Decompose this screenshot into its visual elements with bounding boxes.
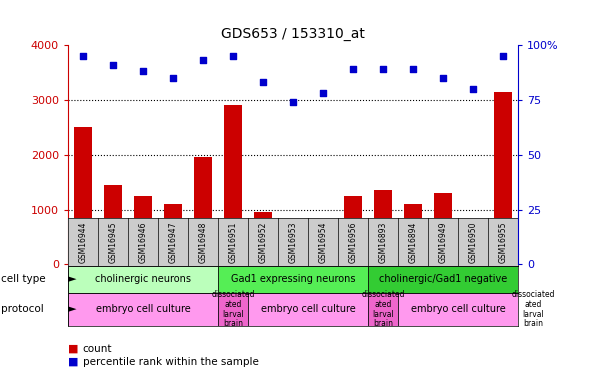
Bar (218, 266, 368, 292)
Text: GSM16953: GSM16953 (289, 221, 297, 263)
Bar (398, 292, 518, 326)
Text: GSM16947: GSM16947 (168, 221, 178, 263)
Bar (368, 266, 518, 292)
Point (228, 53, 238, 59)
Bar (104, 185, 122, 264)
Bar (368, 292, 398, 326)
Bar (218, 292, 248, 326)
Bar (464, 222, 482, 264)
Bar (404, 204, 422, 264)
Text: GSM16949: GSM16949 (438, 221, 447, 263)
Bar (68, 292, 218, 326)
Text: GSM16951: GSM16951 (228, 221, 237, 263)
Bar (518, 292, 548, 326)
Text: GSM16893: GSM16893 (378, 221, 388, 263)
Text: GSM16955: GSM16955 (499, 221, 507, 263)
Text: protocol: protocol (1, 304, 43, 314)
Bar (434, 193, 452, 264)
Point (288, 99, 297, 105)
Text: percentile rank within the sample: percentile rank within the sample (83, 357, 258, 367)
Point (438, 75, 448, 81)
Text: Gad1 expressing neurons: Gad1 expressing neurons (231, 274, 355, 284)
Bar (74, 127, 92, 264)
Point (78, 53, 87, 59)
Text: dissociated
ated
larval
brain: dissociated ated larval brain (512, 290, 555, 328)
Point (318, 90, 327, 96)
Bar (284, 234, 302, 264)
Text: ►: ► (68, 274, 77, 284)
Bar (68, 266, 218, 292)
Text: GSM16945: GSM16945 (109, 221, 117, 263)
Text: embryo cell culture: embryo cell culture (261, 304, 355, 314)
Text: dissociated
ated
larval
brain: dissociated ated larval brain (361, 290, 405, 328)
Point (499, 53, 508, 59)
Bar (194, 158, 212, 264)
Text: dissociated
ated
larval
brain: dissociated ated larval brain (211, 290, 255, 328)
Point (408, 66, 418, 72)
Text: GSM16954: GSM16954 (319, 221, 327, 263)
Text: embryo cell culture: embryo cell culture (411, 304, 506, 314)
Text: GSM16944: GSM16944 (78, 221, 87, 263)
Point (468, 86, 478, 92)
Text: GSM16952: GSM16952 (258, 221, 267, 263)
Point (258, 79, 268, 85)
Title: GDS653 / 153310_at: GDS653 / 153310_at (221, 27, 365, 41)
Text: GSM16948: GSM16948 (198, 221, 208, 263)
Bar (134, 196, 152, 264)
Point (108, 62, 117, 68)
Text: GSM16894: GSM16894 (408, 221, 418, 263)
Bar (254, 212, 272, 264)
Text: ■: ■ (68, 357, 78, 367)
Text: cholinergic neurons: cholinergic neurons (95, 274, 191, 284)
Text: GSM16946: GSM16946 (139, 221, 148, 263)
Bar (374, 190, 392, 264)
Text: ■: ■ (68, 344, 78, 354)
Text: GSM16956: GSM16956 (349, 221, 358, 263)
Bar (248, 292, 368, 326)
Text: cholinergic/Gad1 negative: cholinergic/Gad1 negative (379, 274, 507, 284)
Text: embryo cell culture: embryo cell culture (96, 304, 190, 314)
Bar (224, 105, 242, 264)
Point (378, 66, 388, 72)
Point (348, 66, 358, 72)
Text: GSM16950: GSM16950 (468, 221, 477, 263)
Text: ►: ► (68, 304, 77, 314)
Point (138, 68, 148, 74)
Point (168, 75, 178, 81)
Text: count: count (83, 344, 112, 354)
Text: cell type: cell type (1, 274, 45, 284)
Bar (344, 196, 362, 264)
Bar (494, 92, 512, 264)
Bar (314, 231, 332, 264)
Bar (164, 204, 182, 264)
Point (198, 57, 208, 63)
